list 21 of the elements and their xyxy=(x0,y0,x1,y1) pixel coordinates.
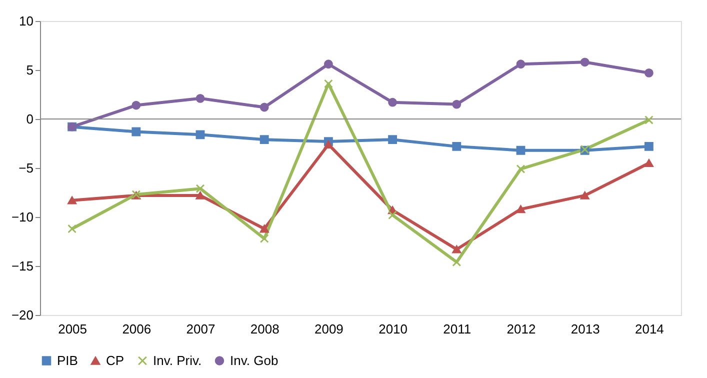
x-tick-label: 2011 xyxy=(443,322,472,336)
y-tick-label: 10 xyxy=(19,14,34,28)
legend-label: CP xyxy=(106,352,124,368)
legend-label: PIB xyxy=(57,352,78,368)
legend-label: Inv. Priv. xyxy=(153,352,202,368)
x-tick-label: 2005 xyxy=(58,322,88,336)
x-tick-label: 2013 xyxy=(570,322,600,336)
y-tick-label: −20 xyxy=(11,308,34,322)
x-tick-label: 2014 xyxy=(634,322,664,336)
y-tick-label: −5 xyxy=(18,160,34,176)
legend-label: Inv. Gob xyxy=(230,352,278,368)
y-tick-label: 5 xyxy=(26,62,34,78)
x-tick-label: 2009 xyxy=(314,322,344,336)
x-tick-label: 2006 xyxy=(122,322,152,336)
y-tick-label: −15 xyxy=(11,258,34,274)
y-tick-label: 0 xyxy=(26,112,34,126)
y-tick-label: −10 xyxy=(11,210,34,224)
x-tick-label: 2010 xyxy=(378,322,408,336)
x-tick-label: 2012 xyxy=(506,322,536,336)
x-tick-label: 2008 xyxy=(250,322,280,336)
x-tick-label: 2007 xyxy=(186,322,216,336)
